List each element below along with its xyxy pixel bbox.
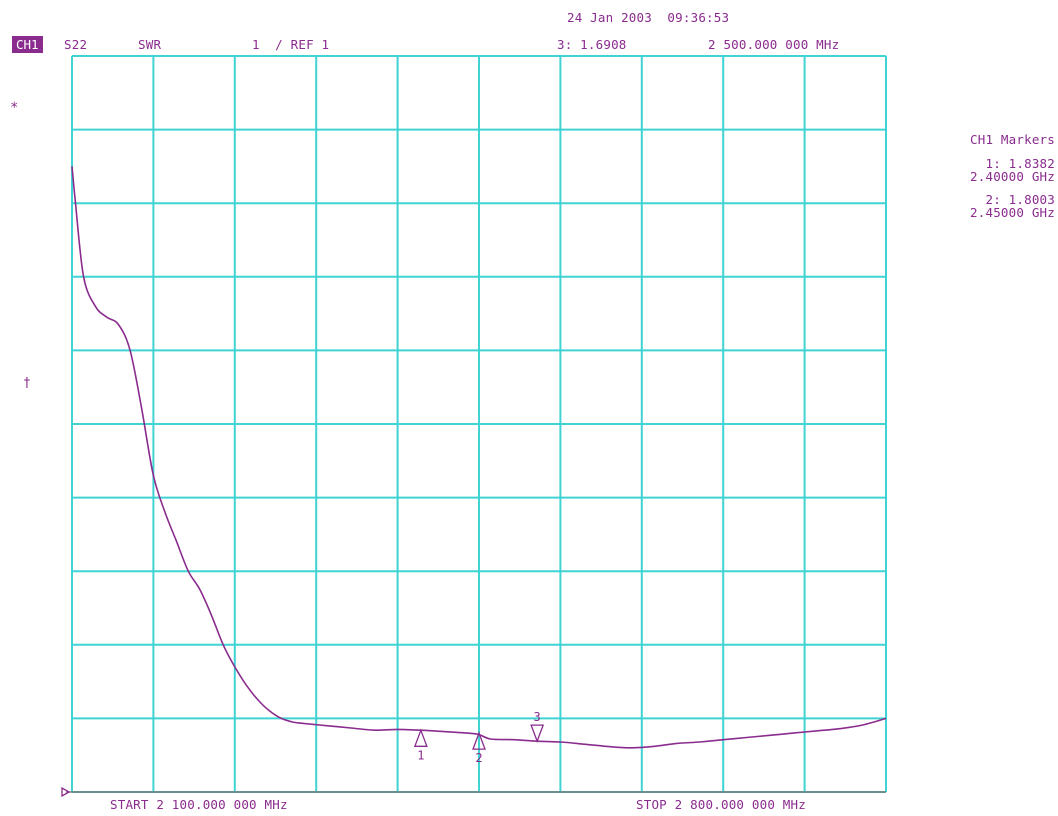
marker-panel-title: CH1 Markers — [970, 132, 1055, 147]
marker-3: 3 — [530, 710, 545, 744]
marker-2-value: 2: 1.8003 — [985, 192, 1055, 207]
marker-entry: 2: 1.8003 2.45000 GHz — [900, 193, 1055, 219]
marker-panel: CH1 Markers 1: 1.8382 2.40000 GHz 2: 1.8… — [900, 132, 1055, 219]
trace-layer — [71, 166, 887, 749]
param-label: S22 — [64, 37, 88, 52]
reference-position-arrow: † — [23, 376, 32, 391]
marker-label: 3 — [534, 710, 541, 724]
marker-2-frequency: 2.45000 GHz — [970, 205, 1055, 220]
marker-layer: 1 2 3 — [413, 710, 545, 765]
marker-2: 2 — [472, 731, 486, 765]
format-label: SWR — [138, 37, 162, 52]
marker-1: 1 — [413, 728, 428, 762]
datetime-label: 24 Jan 2003 09:36:53 — [567, 10, 730, 25]
bottom-reference-pointer — [61, 786, 71, 798]
star-symbol: * — [10, 100, 19, 116]
marker-label: 2 — [475, 751, 482, 765]
active-marker-frequency: 2 500.000 000 MHz — [708, 37, 840, 52]
marker-triangle — [530, 724, 545, 744]
marker-1-value: 1: 1.8382 — [985, 156, 1055, 171]
trace-line-s22 — [71, 166, 887, 749]
channel-badge: CH1 — [12, 36, 43, 53]
active-marker-value: 3: 1.6908 — [557, 37, 627, 52]
marker-label: 1 — [417, 748, 424, 762]
grid — [66, 55, 887, 793]
marker-entry: 1: 1.8382 2.40000 GHz — [900, 157, 1055, 183]
marker-1-frequency: 2.40000 GHz — [970, 169, 1055, 184]
marker-triangle — [472, 731, 486, 750]
stop-frequency-label: STOP 2 800.000 000 MHz — [636, 797, 806, 812]
scale-ref-label: 1 / REF 1 — [252, 37, 330, 52]
start-frequency-label: START 2 100.000 000 MHz — [110, 797, 288, 812]
marker-triangle — [413, 728, 428, 747]
